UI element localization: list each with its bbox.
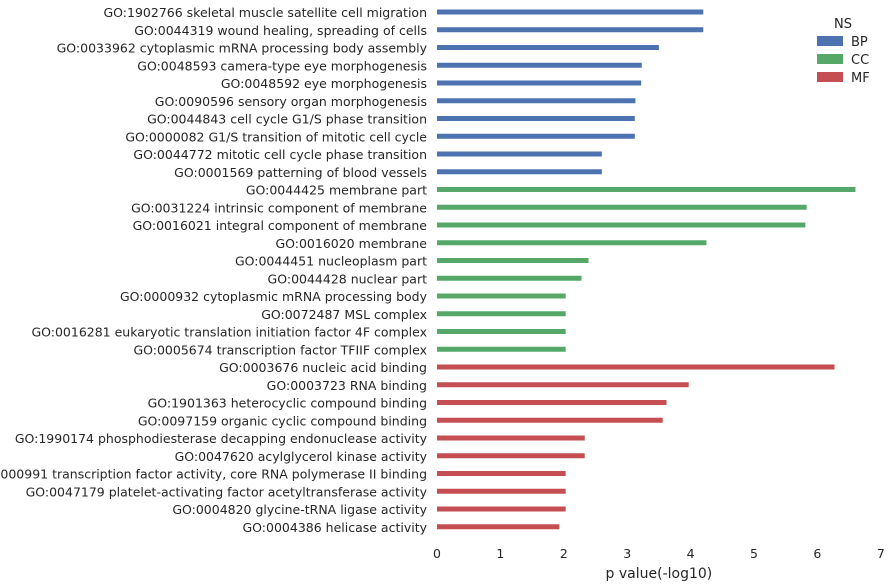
category-label: GO:0016020 membrane [275,236,427,251]
category-label: GO:0044772 mitotic cell cycle phase tran… [133,147,427,162]
category-label: GO:0003723 RNA binding [267,378,427,393]
category-label: GO:0044451 nucleoplasm part [235,254,427,269]
category-label: GO:0016281 eukaryotic translation initia… [31,325,427,340]
bar-cc [437,222,806,228]
category-label: GO:0047620 acylglycerol kinase activity [175,449,428,464]
bar-bp [437,45,659,50]
x-tick-label: 2 [560,546,568,561]
category-label: GO:0072487 MSL complex [261,307,427,322]
bar-cc [437,258,589,263]
category-label: GO:0044425 membrane part [246,183,427,198]
category-label: GO:0090596 sensory organ morphogenesis [155,94,427,109]
category-label: GO:0000082 G1/S transition of mitotic ce… [125,129,427,144]
category-label: GO:0005674 transcription factor TFIIF co… [133,342,427,357]
category-label: GO:0003676 nucleic acid binding [219,360,427,375]
category-label: GO:0031224 intrinsic component of membra… [131,200,427,215]
bar-mf [437,524,560,530]
category-label: GO:0000991 transcription factor activity… [0,467,427,482]
bar-bp [437,98,636,104]
category-label: GO:0004386 helicase activity [242,520,427,535]
category-label: GO:0044428 nuclear part [268,271,428,286]
category-label: GO:0048592 eye morphogenesis [221,76,427,91]
legend-label-mf: MF [851,71,870,86]
bar-cc [437,275,582,281]
category-label: GO:1902766 skeletal muscle satellite cel… [103,5,427,20]
bar-bp [437,133,635,139]
x-tick-label: 0 [433,546,441,561]
bar-mf [437,506,566,512]
bar-bp [437,27,704,33]
bar-mf [437,382,689,388]
category-label: GO:0000932 cytoplasmic mRNA processing b… [120,289,428,304]
category-label: GO:0033962 cytoplasmic mRNA processing b… [57,41,428,56]
legend-label-cc: CC [851,53,869,68]
x-tick-label: 6 [813,546,821,561]
bar-bp [437,169,602,175]
legend-swatch-mf [817,72,843,82]
x-axis-label: p value(-log10) [606,566,713,582]
bar-mf [437,364,835,370]
bar-mf [437,488,566,494]
category-label: GO:0048593 camera-type eye morphogenesis [137,58,427,73]
category-label: GO:0044319 wound healing, spreading of c… [134,23,427,38]
x-tick-label: 4 [687,546,695,561]
bar-cc [437,187,856,192]
legend-swatch-bp [817,36,843,46]
x-tick-label: 5 [750,546,758,561]
bar-mf [437,417,663,423]
legend-title: NS [834,17,852,32]
category-labels: GO:1902766 skeletal muscle satellite cel… [0,5,428,535]
category-label: GO:0001569 patterning of blood vessels [174,165,427,180]
category-label: GO:0016021 integral component of membran… [133,218,428,233]
category-label: GO:0004820 glycine-tRNA ligase activity [172,502,427,517]
x-tick-label: 3 [623,546,631,561]
bar-bp [437,9,704,15]
bar-bp [437,151,602,157]
legend-label-bp: BP [851,35,868,50]
x-axis-ticks: 0 1 2 3 4 5 6 7 [433,546,885,561]
category-label: GO:0044843 cell cycle G1/S phase transit… [147,112,427,127]
category-label: GO:1990174 phosphodiesterase decapping e… [15,431,428,446]
bar-cc [437,204,807,210]
legend: NS BP CC MF [817,17,870,86]
legend-swatch-cc [817,54,843,64]
bar-mf [437,471,566,476]
bar-cc [437,240,707,246]
bar-mf [437,435,585,441]
bar-cc [437,346,566,352]
bar-bp [437,62,642,68]
category-label: GO:0097159 organic cyclic compound bindi… [138,413,427,428]
bars-group [437,9,856,530]
bar-mf [437,453,585,459]
bar-mf [437,400,667,405]
bar-cc [437,329,566,334]
x-tick-label: 7 [877,546,885,561]
x-tick-label: 1 [496,546,504,561]
category-label: GO:0047179 platelet-activating factor ac… [26,484,428,499]
bar-bp [437,116,635,121]
category-label: GO:1901363 heterocyclic compound binding [148,396,427,411]
bar-bp [437,80,642,86]
bar-cc [437,311,566,317]
bar-cc [437,293,566,299]
